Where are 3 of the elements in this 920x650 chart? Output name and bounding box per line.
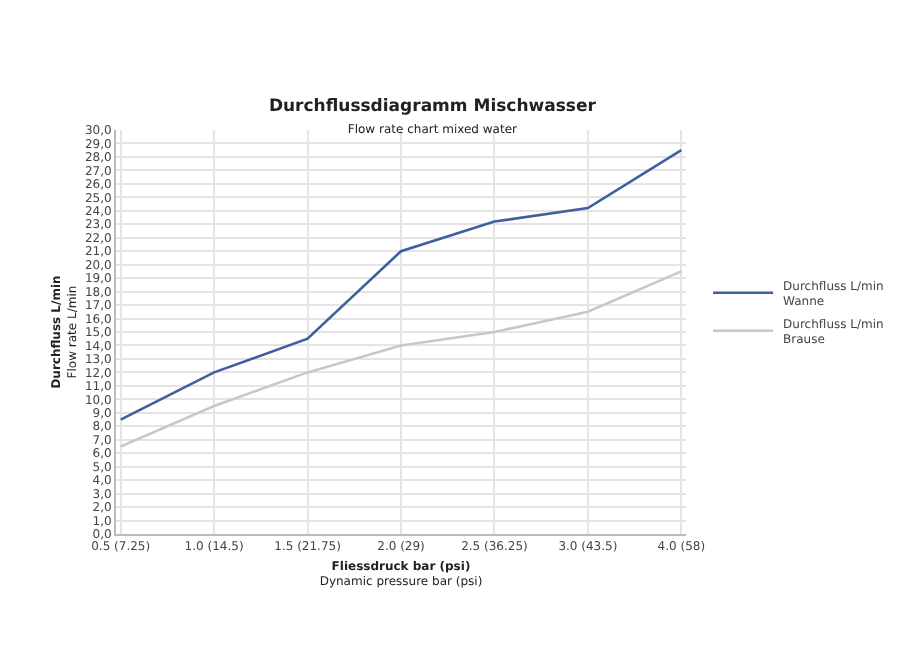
line-series: [119, 148, 683, 421]
line-series: [119, 270, 683, 448]
chart-title: Durchflussdiagramm Mischwasser: [268, 96, 598, 117]
